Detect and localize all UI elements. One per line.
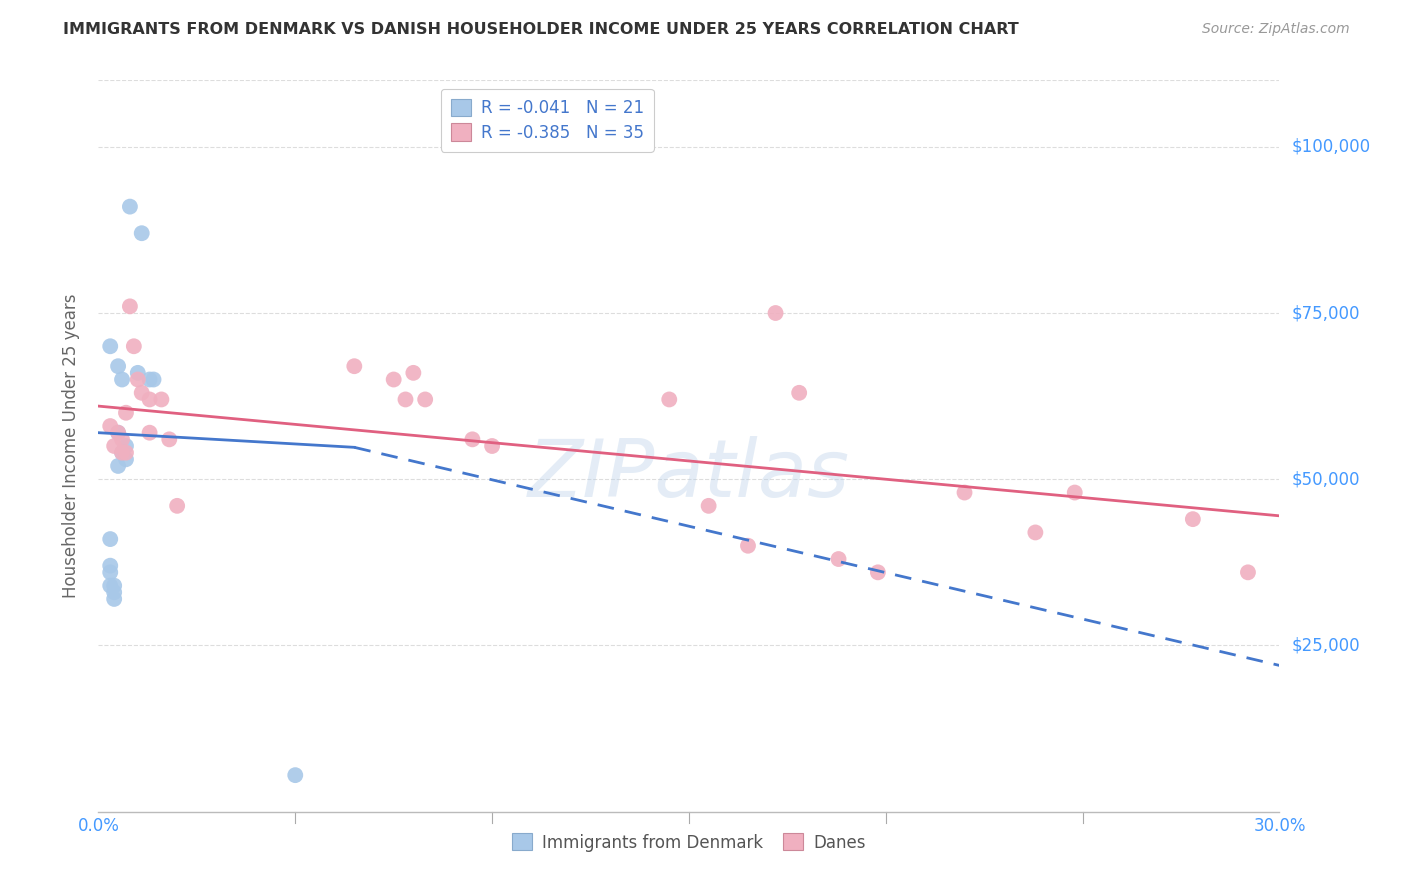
Point	[111, 445, 134, 459]
Point	[115, 439, 138, 453]
Point	[1181, 512, 1204, 526]
Point	[402, 366, 425, 380]
Point	[481, 439, 503, 453]
Point	[103, 585, 125, 599]
Point	[122, 339, 145, 353]
Point	[98, 579, 121, 593]
Point	[98, 419, 121, 434]
Point	[953, 485, 976, 500]
Point	[107, 359, 129, 374]
Point	[118, 200, 141, 214]
Point	[394, 392, 416, 407]
Point	[118, 299, 141, 313]
Point	[142, 372, 165, 386]
Point	[111, 445, 134, 459]
Point	[866, 566, 889, 580]
Point	[107, 425, 129, 440]
Legend: Immigrants from Denmark, Danes: Immigrants from Denmark, Danes	[506, 827, 872, 858]
Point	[413, 392, 436, 407]
Point	[98, 558, 121, 573]
Text: IMMIGRANTS FROM DENMARK VS DANISH HOUSEHOLDER INCOME UNDER 25 YEARS CORRELATION : IMMIGRANTS FROM DENMARK VS DANISH HOUSEH…	[63, 22, 1019, 37]
Point	[103, 579, 125, 593]
Text: $25,000: $25,000	[1291, 637, 1360, 655]
Point	[98, 566, 121, 580]
Point	[98, 339, 121, 353]
Point	[697, 499, 720, 513]
Text: $50,000: $50,000	[1291, 470, 1360, 488]
Point	[111, 372, 134, 386]
Point	[111, 433, 134, 447]
Point	[115, 406, 138, 420]
Point	[115, 445, 138, 459]
Y-axis label: Householder Income Under 25 years: Householder Income Under 25 years	[62, 293, 80, 599]
Point	[138, 392, 160, 407]
Point	[166, 499, 188, 513]
Point	[157, 433, 180, 447]
Point	[103, 591, 125, 606]
Text: ZIPatlas: ZIPatlas	[527, 436, 851, 515]
Point	[127, 372, 149, 386]
Point	[1063, 485, 1085, 500]
Point	[103, 439, 125, 453]
Point	[1024, 525, 1046, 540]
Point	[127, 366, 149, 380]
Point	[150, 392, 173, 407]
Text: $100,000: $100,000	[1291, 137, 1371, 156]
Point	[107, 425, 129, 440]
Point	[131, 385, 153, 400]
Point	[787, 385, 810, 400]
Point	[382, 372, 405, 386]
Point	[131, 226, 153, 240]
Point	[737, 539, 759, 553]
Point	[138, 372, 160, 386]
Point	[284, 768, 307, 782]
Text: Source: ZipAtlas.com: Source: ZipAtlas.com	[1202, 22, 1350, 37]
Point	[343, 359, 366, 374]
Point	[1237, 566, 1260, 580]
Point	[461, 433, 484, 447]
Point	[827, 552, 849, 566]
Point	[115, 452, 138, 467]
Text: $75,000: $75,000	[1291, 304, 1360, 322]
Point	[765, 306, 787, 320]
Point	[658, 392, 681, 407]
Point	[107, 458, 129, 473]
Point	[98, 532, 121, 546]
Point	[138, 425, 160, 440]
